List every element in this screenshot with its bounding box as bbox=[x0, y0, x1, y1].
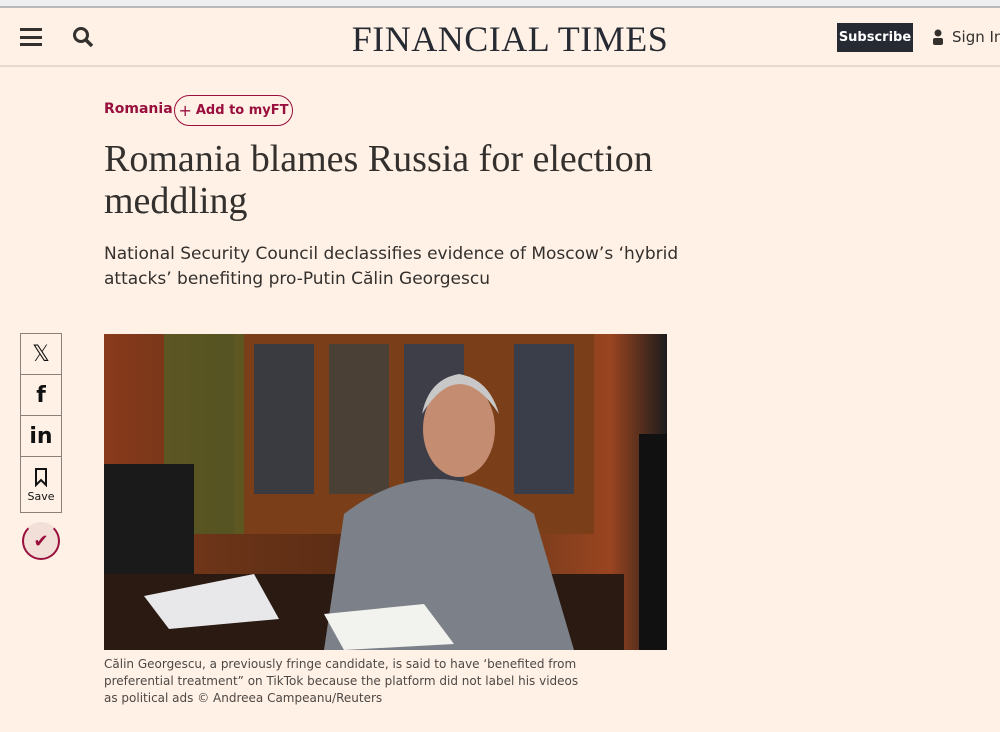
menu-icon[interactable] bbox=[20, 28, 42, 46]
sign-in-link[interactable]: Sign In bbox=[932, 28, 1000, 46]
facebook-share-button[interactable]: f bbox=[21, 375, 61, 416]
article-title: Romania blames Russia for election meddl… bbox=[104, 138, 653, 222]
save-label: Save bbox=[27, 489, 55, 503]
user-icon bbox=[933, 29, 943, 45]
subscribe-button[interactable]: Subscribe bbox=[837, 23, 913, 52]
plus-icon: + bbox=[178, 101, 192, 120]
facebook-icon: f bbox=[36, 382, 46, 408]
bookmark-icon bbox=[35, 467, 47, 487]
add-to-myft-label: Add to myFT bbox=[195, 103, 289, 118]
image-caption: Călin Georgescu, a previously fringe can… bbox=[104, 657, 579, 705]
standfirst: National Security Council declassifies e… bbox=[104, 244, 679, 289]
sign-in-label: Sign In bbox=[952, 28, 1000, 46]
linkedin-share-button[interactable]: in bbox=[21, 416, 61, 457]
read-check-icon[interactable]: ✔ bbox=[22, 522, 60, 560]
topic-link[interactable]: Romania bbox=[104, 101, 173, 117]
site-header: FINANCIAL TIMES Subscribe Sign In bbox=[0, 10, 1000, 67]
linkedin-icon: in bbox=[29, 423, 53, 449]
x-icon: 𝕏 bbox=[32, 341, 50, 367]
browser-bar bbox=[0, 0, 1000, 8]
save-button[interactable]: Save bbox=[21, 457, 61, 512]
add-to-myft-button[interactable]: + Add to myFT bbox=[174, 95, 293, 126]
share-bar: 𝕏 f in Save bbox=[20, 333, 62, 513]
x-share-button[interactable]: 𝕏 bbox=[21, 334, 61, 375]
article-image bbox=[104, 334, 667, 650]
search-icon[interactable] bbox=[72, 26, 94, 48]
ft-logo[interactable]: FINANCIAL TIMES bbox=[351, 19, 669, 59]
